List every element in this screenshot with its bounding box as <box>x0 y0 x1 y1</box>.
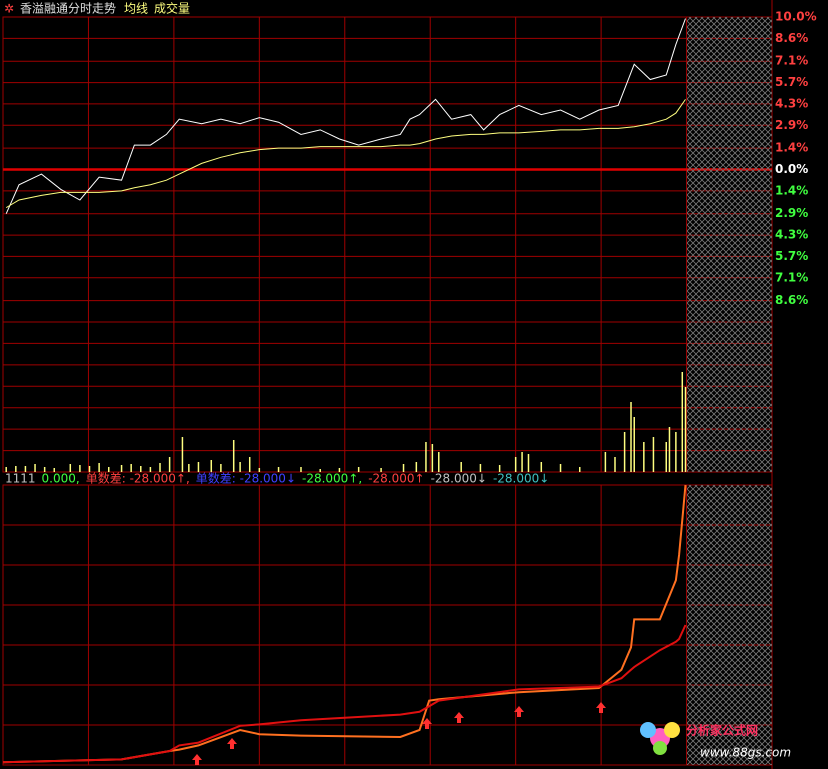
series-line <box>2 624 687 764</box>
legend-text: 0.000, <box>42 472 80 486</box>
y-tick-label: 4.3% <box>775 96 808 110</box>
y-tick-label: 7.1% <box>775 270 808 284</box>
legend-text: -28.000↓ <box>493 472 549 486</box>
legend-entry: 均线 <box>124 2 148 16</box>
legend-text: -28.000↓ <box>431 472 487 486</box>
y-tick-label: 0.0% <box>775 162 808 176</box>
chart-title: 香溢融通分时走势 <box>20 2 116 16</box>
icon: ✲ <box>4 2 14 16</box>
y-tick-label: 5.7% <box>775 249 808 263</box>
y-tick-label: 10.0% <box>775 10 817 24</box>
logo: 分析家公式网 www.88gs.com <box>640 722 791 760</box>
legend-text: 单数差: -28.000↑, <box>86 471 190 486</box>
y-tick-label: 8.6% <box>775 31 808 45</box>
legend-text: -28.000↑, <box>302 472 362 486</box>
legend-entry: 成交量 <box>154 1 190 16</box>
y-tick-label: 7.1% <box>775 54 808 68</box>
hatch-area <box>687 485 772 765</box>
y-tick-label: 4.3% <box>775 228 808 242</box>
legend-text: -28.000↑ <box>368 472 424 486</box>
legend-text: 1111 <box>5 472 36 486</box>
indicator-legend: 1111 0.000, 单数差: -28.000↑, 单数差: -28.000↓ -28… <box>5 471 549 486</box>
y-tick-label: 2.9% <box>775 118 808 132</box>
legend-text: 单数差: -28.000↓ <box>196 471 296 486</box>
y-tick-label: 8.6% <box>775 293 808 307</box>
series-line <box>5 99 686 209</box>
logo-url: www.88gs.com <box>700 746 791 760</box>
y-tick-label: 5.7% <box>775 75 808 89</box>
y-tick-label: 1.4% <box>775 183 808 197</box>
series-line <box>2 484 687 764</box>
grid <box>2 0 773 769</box>
hatch-area <box>687 17 772 472</box>
y-tick-label: 1.4% <box>775 141 808 155</box>
logo-name: 分析家公式网 <box>686 723 758 738</box>
arrows <box>192 702 606 765</box>
series-line <box>5 18 686 214</box>
y-tick-label: 2.9% <box>775 206 808 220</box>
